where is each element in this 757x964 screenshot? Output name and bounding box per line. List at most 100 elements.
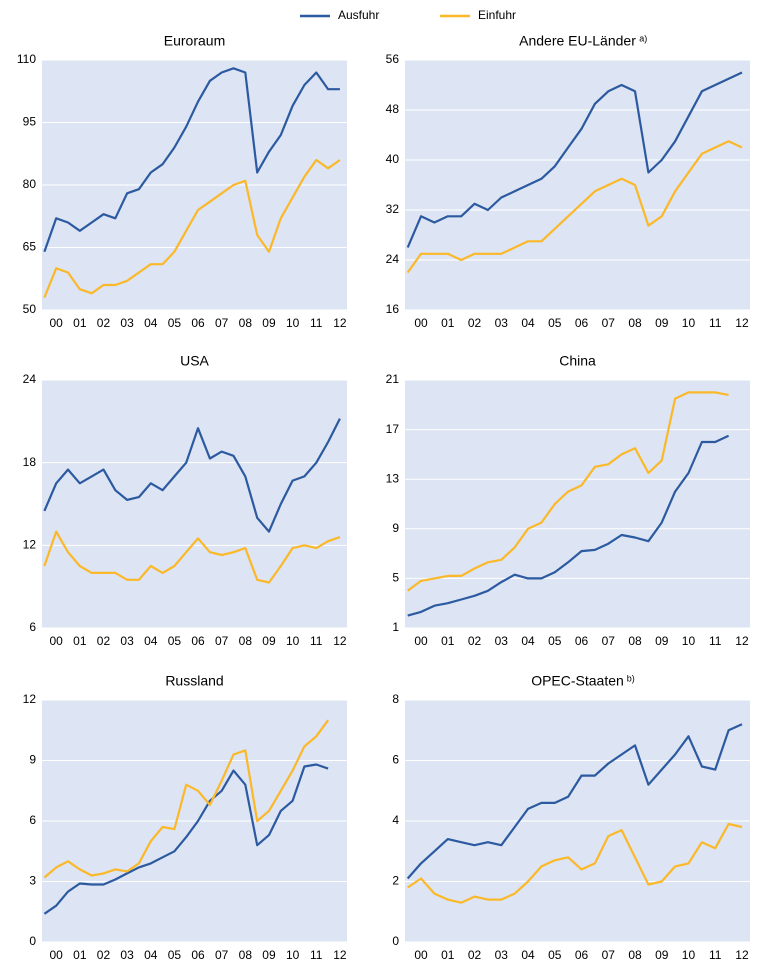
x-tick-label: 11 bbox=[709, 948, 722, 962]
x-tick-label: 02 bbox=[468, 948, 482, 962]
x-tick-label: 04 bbox=[521, 316, 535, 330]
x-tick-label: 12 bbox=[333, 316, 347, 330]
series-line bbox=[407, 434, 730, 617]
series-line bbox=[406, 71, 743, 248]
series-line bbox=[43, 158, 341, 298]
x-tick-label: 02 bbox=[97, 634, 111, 648]
x-tick-label: 10 bbox=[682, 316, 696, 330]
x-tick-label: 06 bbox=[191, 948, 205, 962]
x-tick-label: 03 bbox=[495, 316, 509, 330]
x-tick-label: 02 bbox=[468, 316, 482, 330]
x-tick-label: 01 bbox=[441, 948, 455, 962]
y-tick-label: 1 bbox=[392, 620, 399, 634]
x-tick-label: 04 bbox=[521, 634, 535, 648]
plot-background bbox=[405, 380, 750, 628]
x-tick-label: 10 bbox=[286, 634, 300, 648]
x-tick-label: 05 bbox=[548, 948, 562, 962]
y-tick-label: 16 bbox=[386, 302, 400, 316]
y-tick-label: 13 bbox=[386, 471, 400, 485]
x-tick-label: 08 bbox=[628, 316, 642, 330]
y-tick-label: 40 bbox=[386, 152, 400, 166]
y-tick-label: 6 bbox=[392, 753, 399, 767]
x-tick-label: 03 bbox=[495, 948, 509, 962]
x-tick-label: 11 bbox=[709, 316, 722, 330]
chart-title: OPEC-Staaten bbox=[531, 673, 624, 689]
series-line bbox=[43, 763, 329, 915]
x-tick-label: 11 bbox=[310, 948, 323, 962]
x-tick-label: 06 bbox=[191, 634, 205, 648]
legend-label: Ausfuhr bbox=[338, 8, 379, 22]
x-tick-label: 00 bbox=[414, 948, 428, 962]
x-tick-label: 12 bbox=[735, 634, 749, 648]
y-tick-label: 4 bbox=[392, 813, 399, 827]
y-tick-label: 18 bbox=[23, 455, 37, 469]
y-tick-label: 56 bbox=[386, 52, 400, 66]
series-line bbox=[407, 391, 729, 592]
x-tick-label: 07 bbox=[215, 948, 229, 962]
x-tick-label: 04 bbox=[144, 316, 158, 330]
plot-background bbox=[405, 60, 750, 310]
y-tick-label: 12 bbox=[23, 538, 37, 552]
x-tick-label: 08 bbox=[239, 948, 253, 962]
x-tick-label: 01 bbox=[73, 316, 87, 330]
y-tick-label: 5 bbox=[392, 571, 399, 585]
x-tick-label: 00 bbox=[50, 634, 64, 648]
x-tick-label: 12 bbox=[735, 316, 749, 330]
x-tick-label: 02 bbox=[468, 634, 482, 648]
x-tick-label: 09 bbox=[655, 948, 669, 962]
y-tick-label: 32 bbox=[386, 202, 400, 216]
y-tick-label: 80 bbox=[23, 177, 37, 191]
chart-title: Euroraum bbox=[164, 33, 225, 49]
y-tick-label: 21 bbox=[386, 372, 400, 386]
legend-label: Einfuhr bbox=[478, 8, 516, 22]
y-tick-label: 95 bbox=[23, 115, 37, 129]
x-tick-label: 06 bbox=[575, 316, 589, 330]
x-tick-label: 03 bbox=[120, 316, 134, 330]
y-tick-label: 8 bbox=[392, 692, 399, 706]
y-tick-label: 48 bbox=[386, 102, 400, 116]
x-tick-label: 05 bbox=[168, 948, 182, 962]
y-tick-label: 0 bbox=[29, 934, 36, 948]
x-tick-label: 07 bbox=[215, 634, 229, 648]
x-tick-label: 00 bbox=[414, 634, 428, 648]
y-tick-label: 2 bbox=[392, 874, 399, 888]
y-tick-label: 3 bbox=[29, 874, 36, 888]
chart-title: Andere EU-Länder bbox=[519, 33, 636, 49]
x-tick-label: 06 bbox=[191, 316, 205, 330]
chart-title: USA bbox=[180, 353, 209, 369]
x-tick-label: 07 bbox=[602, 948, 616, 962]
x-tick-label: 04 bbox=[521, 948, 535, 962]
y-tick-label: 9 bbox=[392, 521, 399, 535]
x-tick-label: 09 bbox=[262, 948, 276, 962]
y-tick-label: 24 bbox=[386, 252, 400, 266]
x-tick-label: 08 bbox=[628, 948, 642, 962]
x-tick-label: 06 bbox=[575, 948, 589, 962]
x-tick-label: 04 bbox=[144, 948, 158, 962]
x-tick-label: 02 bbox=[97, 316, 111, 330]
x-tick-label: 10 bbox=[286, 316, 300, 330]
x-tick-label: 09 bbox=[262, 634, 276, 648]
x-tick-label: 05 bbox=[168, 634, 182, 648]
x-tick-label: 01 bbox=[73, 634, 87, 648]
x-tick-label: 08 bbox=[239, 316, 253, 330]
x-tick-label: 00 bbox=[50, 948, 64, 962]
x-tick-label: 08 bbox=[628, 634, 642, 648]
title-note: b) bbox=[627, 673, 635, 683]
x-tick-label: 11 bbox=[310, 634, 323, 648]
x-tick-label: 03 bbox=[120, 634, 134, 648]
x-tick-label: 01 bbox=[441, 316, 455, 330]
x-tick-label: 05 bbox=[548, 634, 562, 648]
x-tick-label: 12 bbox=[333, 634, 347, 648]
x-tick-label: 07 bbox=[602, 316, 616, 330]
chart-title: Russland bbox=[165, 673, 223, 689]
series-line bbox=[406, 723, 743, 880]
x-tick-label: 09 bbox=[655, 634, 669, 648]
x-tick-label: 11 bbox=[310, 316, 323, 330]
x-tick-label: 02 bbox=[97, 948, 111, 962]
x-tick-label: 03 bbox=[495, 634, 509, 648]
x-tick-label: 09 bbox=[655, 316, 669, 330]
y-tick-label: 6 bbox=[29, 620, 36, 634]
y-tick-label: 24 bbox=[23, 372, 37, 386]
x-tick-label: 08 bbox=[239, 634, 253, 648]
